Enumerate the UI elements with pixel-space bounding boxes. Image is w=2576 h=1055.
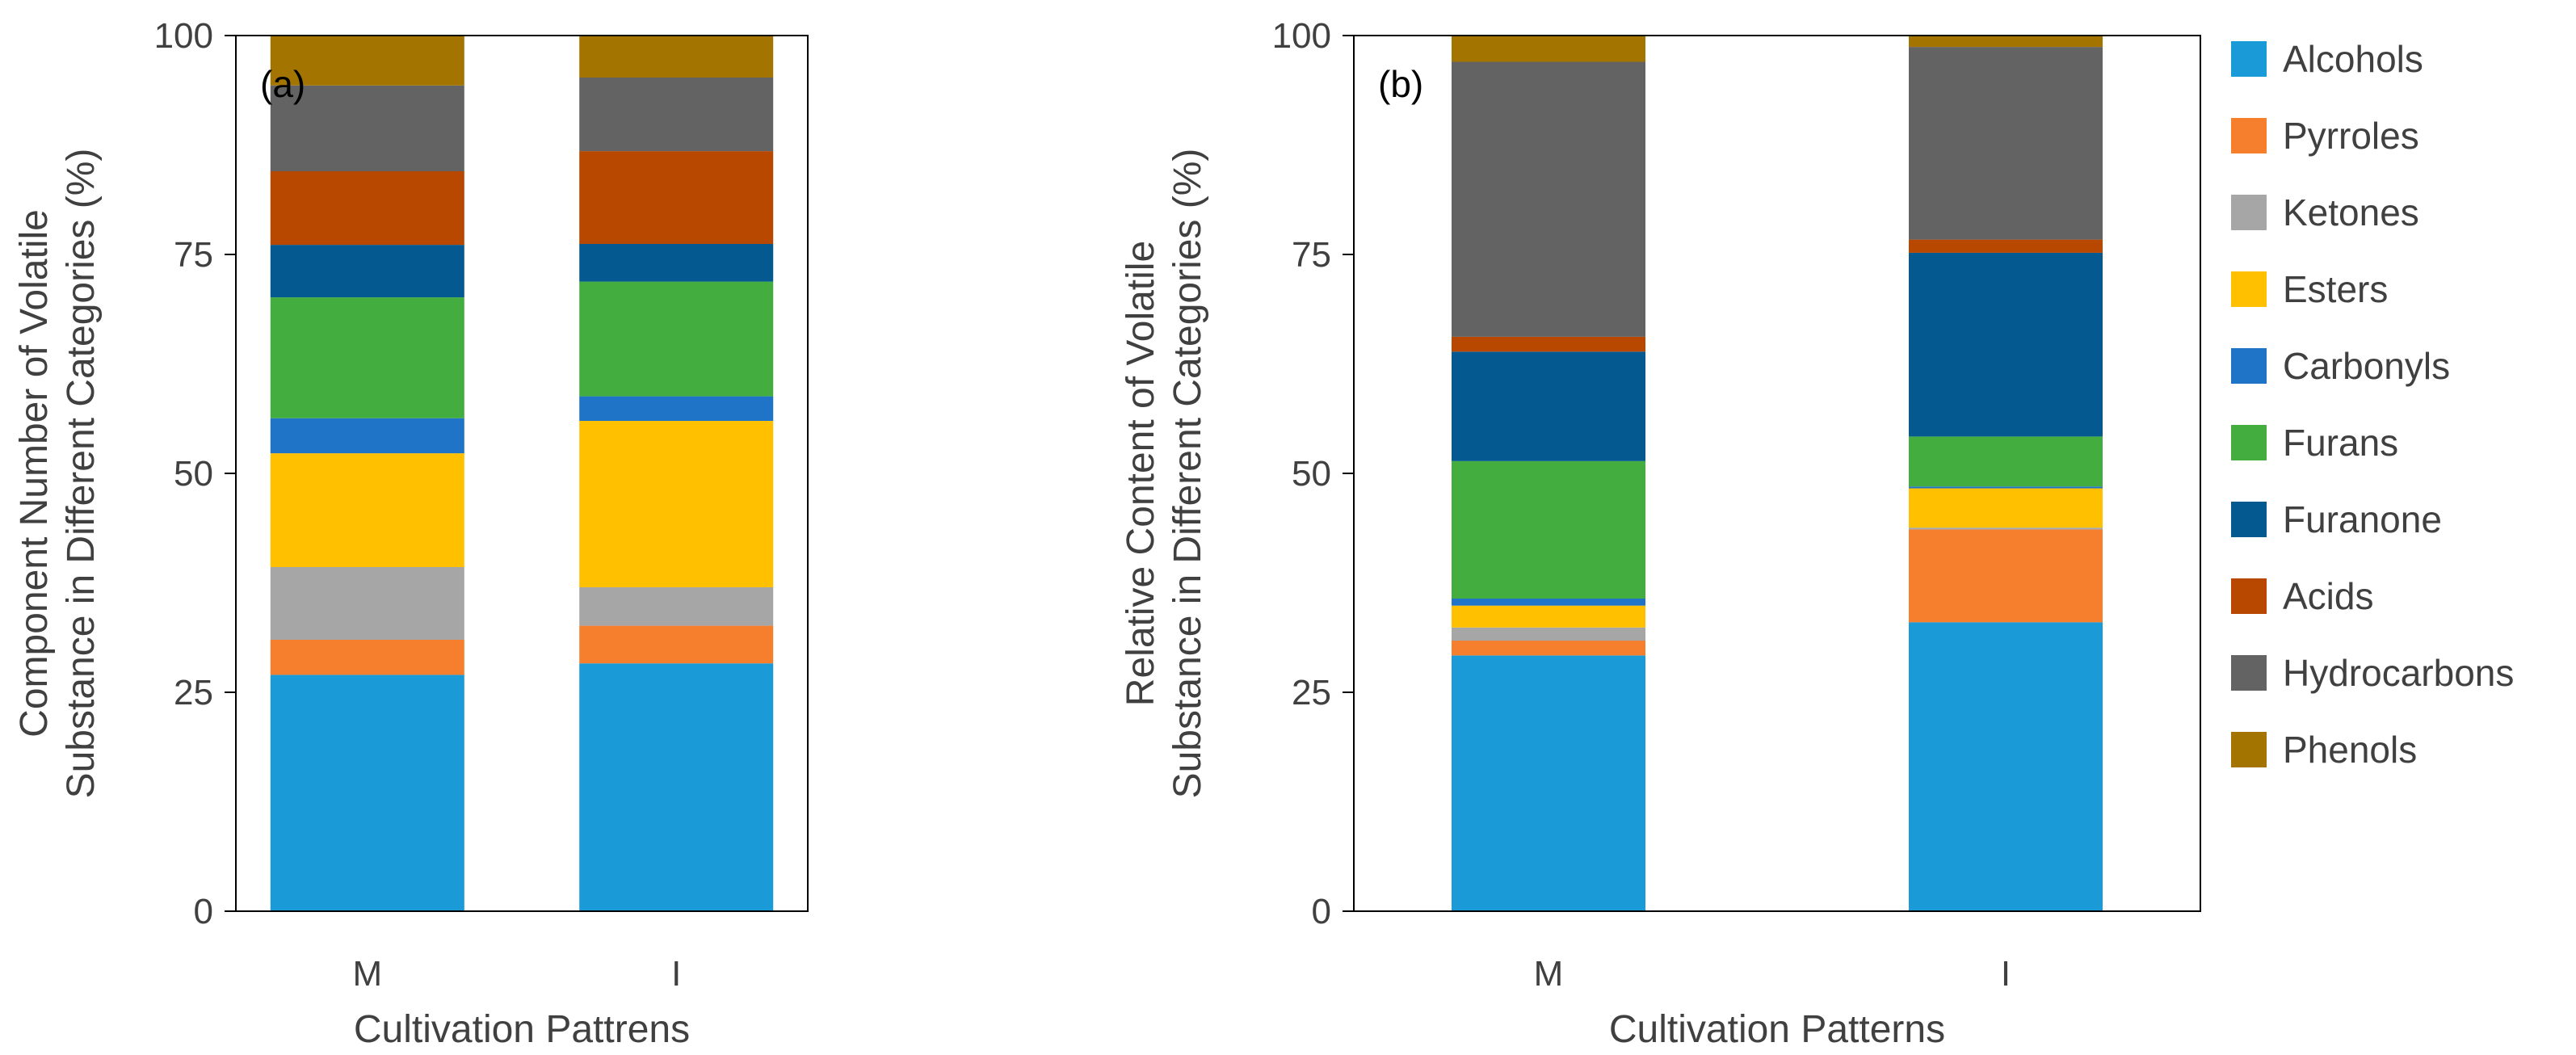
x-tick-label: I xyxy=(2001,954,2011,994)
bar-segment-pyrroles-m xyxy=(270,640,464,675)
legend-swatch-phenols xyxy=(2231,732,2267,767)
y-tick-label: 75 xyxy=(1292,235,1331,275)
bar-segment-ketones-i xyxy=(579,586,774,626)
y-axis-title-line: Relative Content of Volatile xyxy=(1120,241,1162,706)
x-axis-title: Cultivation Pattrens xyxy=(354,1008,690,1051)
y-axis-title-line: Component Number of Volatile xyxy=(13,209,56,738)
y-tick-label: 75 xyxy=(174,235,213,275)
legend-label-ketones: Ketones xyxy=(2283,191,2419,233)
y-tick-label: 0 xyxy=(1312,892,1331,931)
bar-segment-carbonyls-i xyxy=(1909,486,2103,489)
legend-swatch-pyrroles xyxy=(2231,118,2267,153)
legend-label-furanone: Furanone xyxy=(2283,498,2442,540)
bar-segment-acids-i xyxy=(579,151,774,244)
legend-label-phenols: Phenols xyxy=(2283,729,2417,771)
legend-label-acids: Acids xyxy=(2283,575,2373,617)
bar-segment-furans-m xyxy=(1452,460,1645,599)
bar-segment-carbonyls-i xyxy=(579,396,774,421)
legend-label-esters: Esters xyxy=(2283,268,2388,310)
bar-segment-furans-m xyxy=(270,297,464,418)
bar-segment-hydrocarbons-m xyxy=(270,85,464,171)
bar-segment-acids-i xyxy=(1909,239,2103,253)
bar-segment-phenols-m xyxy=(1452,36,1645,62)
bar-segment-furanone-m xyxy=(270,245,464,298)
bar-segment-alcohols-i xyxy=(1909,622,2103,911)
bar-segment-alcohols-i xyxy=(579,663,774,911)
panel-a: M I 0 25 50 75 100 (a) Cultivation Pattrens Compo… xyxy=(13,16,809,1051)
bar-segment-esters-m xyxy=(1452,605,1645,628)
legend-label-carbonyls: Carbonyls xyxy=(2283,345,2450,387)
bar-segment-alcohols-m xyxy=(270,675,464,911)
bar-segment-furanone-i xyxy=(1909,252,2103,437)
y-axis-title-line: Substance in Different Categories (%) xyxy=(60,149,103,799)
x-tick-label: I xyxy=(671,954,681,994)
legend-swatch-esters xyxy=(2231,271,2267,307)
bar-segment-furanone-m xyxy=(1452,351,1645,461)
legend-label-alcohols: Alcohols xyxy=(2283,38,2423,80)
legend-label-pyrroles: Pyrroles xyxy=(2283,115,2419,157)
panel-b: M I 0 25 50 75 100 (b) Cultivation Patterns Relat… xyxy=(1120,16,2201,1051)
legend-swatch-carbonyls xyxy=(2231,348,2267,384)
bar-segment-furans-i xyxy=(579,281,774,397)
bar-segment-esters-i xyxy=(1909,488,2103,528)
panel-label: (a) xyxy=(260,63,305,105)
bar-segment-carbonyls-m xyxy=(270,418,464,454)
bar-segment-hydrocarbons-i xyxy=(579,78,774,152)
legend-swatch-furanone xyxy=(2231,502,2267,537)
bar-segment-ketones-m xyxy=(270,567,464,640)
y-tick-label: 50 xyxy=(1292,454,1331,494)
bar-segment-phenols-i xyxy=(579,36,774,78)
y-tick-label: 0 xyxy=(194,892,213,931)
x-tick-label: M xyxy=(1534,954,1564,994)
bar-segment-alcohols-m xyxy=(1452,655,1645,911)
y-axis-title-line: Substance in Different Categories (%) xyxy=(1166,149,1209,799)
bar-segment-pyrroles-m xyxy=(1452,641,1645,656)
bar-segment-ketones-m xyxy=(1452,627,1645,641)
legend: Alcohols Pyrroles Ketones Esters Carbonyls Fu… xyxy=(2231,38,2514,771)
legend-swatch-acids xyxy=(2231,578,2267,614)
y-tick-label: 100 xyxy=(154,16,213,56)
bar-segment-acids-m xyxy=(1452,336,1645,352)
bar-segment-ketones-i xyxy=(1909,528,2103,530)
bar-segment-hydrocarbons-i xyxy=(1909,47,2103,240)
legend-swatch-alcohols xyxy=(2231,41,2267,77)
y-tick-label: 25 xyxy=(174,673,213,712)
y-tick-label: 50 xyxy=(174,454,213,494)
bar-segment-acids-m xyxy=(270,171,464,246)
y-tick-label: 100 xyxy=(1272,16,1331,56)
bar-segment-phenols-m xyxy=(270,36,464,86)
bar-segment-phenols-i xyxy=(1909,36,2103,48)
legend-swatch-furans xyxy=(2231,425,2267,460)
legend-label-hydrocarbons: Hydrocarbons xyxy=(2283,652,2514,694)
legend-swatch-hydrocarbons xyxy=(2231,655,2267,691)
bar-segment-pyrroles-i xyxy=(579,625,774,664)
x-axis-title: Cultivation Patterns xyxy=(1609,1008,1945,1051)
bar-segment-pyrroles-i xyxy=(1909,529,2103,623)
x-tick-label: M xyxy=(352,954,382,994)
bar-segment-carbonyls-m xyxy=(1452,599,1645,606)
legend-label-furans: Furans xyxy=(2283,422,2398,464)
bar-segment-esters-i xyxy=(579,421,774,587)
bar-segment-esters-m xyxy=(270,453,464,567)
legend-swatch-ketones xyxy=(2231,195,2267,230)
panel-label: (b) xyxy=(1378,63,1423,105)
bar-segment-furanone-i xyxy=(579,244,774,282)
y-tick-label: 25 xyxy=(1292,673,1331,712)
bar-segment-furans-i xyxy=(1909,436,2103,487)
bar-segment-hydrocarbons-m xyxy=(1452,61,1645,337)
